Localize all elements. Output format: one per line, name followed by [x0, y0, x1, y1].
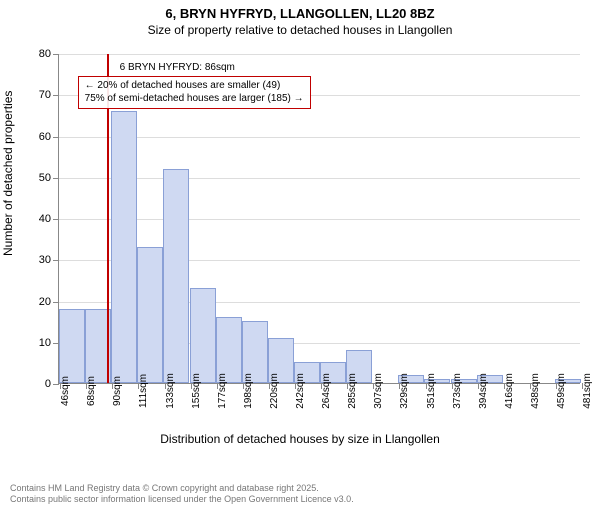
footer-line: Contains HM Land Registry data © Crown c… — [10, 483, 354, 493]
x-tick-label: 459sqm — [556, 373, 567, 409]
y-tick-label: 20 — [39, 296, 51, 308]
histogram-bar — [163, 169, 189, 384]
x-tick-label: 198sqm — [243, 373, 254, 409]
x-tick-label: 373sqm — [452, 373, 463, 409]
x-tick-label: 220sqm — [269, 373, 280, 409]
page-subtitle: Size of property relative to detached ho… — [0, 23, 600, 37]
y-tick — [53, 54, 59, 55]
y-tick-label: 80 — [39, 48, 51, 60]
y-tick — [53, 302, 59, 303]
x-tick-label: 242sqm — [295, 373, 306, 409]
marker-annotation-line: ← 20% of detached houses are smaller (49… — [85, 80, 304, 93]
gridline — [59, 54, 580, 55]
chart-container: Number of detached properties 0102030405… — [0, 46, 600, 466]
marker-annotation-line: 75% of semi-detached houses are larger (… — [85, 93, 304, 106]
footer-line: Contains public sector information licen… — [10, 494, 354, 504]
x-tick-label: 90sqm — [112, 376, 123, 406]
x-tick-label: 46sqm — [60, 376, 71, 406]
histogram-bar — [59, 309, 85, 383]
marker-title: 6 BRYN HYFRYD: 86sqm — [120, 62, 235, 73]
x-tick-label: 155sqm — [191, 373, 202, 409]
marker-annotation-box: ← 20% of detached houses are smaller (49… — [78, 76, 311, 109]
y-tick — [53, 95, 59, 96]
y-tick — [53, 260, 59, 261]
y-tick-label: 50 — [39, 172, 51, 184]
x-axis-label: Distribution of detached houses by size … — [0, 432, 600, 446]
attribution-footer: Contains HM Land Registry data © Crown c… — [10, 483, 354, 504]
x-tick-label: 438sqm — [530, 373, 541, 409]
x-tick-label: 111sqm — [138, 374, 149, 408]
y-tick — [53, 384, 59, 385]
x-tick-label: 177sqm — [217, 373, 228, 409]
histogram-bar — [190, 288, 216, 383]
plot-area: 0102030405060708046sqm68sqm90sqm111sqm13… — [58, 54, 580, 384]
x-tick-label: 351sqm — [426, 373, 437, 409]
x-tick-label: 307sqm — [373, 373, 384, 409]
y-tick — [53, 219, 59, 220]
histogram-bar — [111, 111, 137, 383]
y-tick — [53, 137, 59, 138]
x-tick-label: 416sqm — [504, 373, 515, 409]
y-tick — [53, 178, 59, 179]
histogram-bar — [137, 247, 163, 383]
y-axis-label: Number of detached properties — [1, 91, 15, 256]
y-tick-label: 10 — [39, 337, 51, 349]
x-tick-label: 394sqm — [478, 373, 489, 409]
y-tick-label: 40 — [39, 213, 51, 225]
y-tick-label: 0 — [45, 378, 51, 390]
y-tick-label: 30 — [39, 254, 51, 266]
y-tick-label: 70 — [39, 89, 51, 101]
x-tick-label: 68sqm — [86, 376, 97, 406]
y-tick-label: 60 — [39, 131, 51, 143]
x-tick-label: 285sqm — [347, 373, 358, 409]
page-title: 6, BRYN HYFRYD, LLANGOLLEN, LL20 8BZ — [0, 6, 600, 21]
x-tick-label: 481sqm — [582, 373, 593, 409]
x-tick-label: 133sqm — [165, 373, 176, 409]
x-tick-label: 329sqm — [399, 373, 410, 409]
x-tick-label: 264sqm — [321, 373, 332, 409]
